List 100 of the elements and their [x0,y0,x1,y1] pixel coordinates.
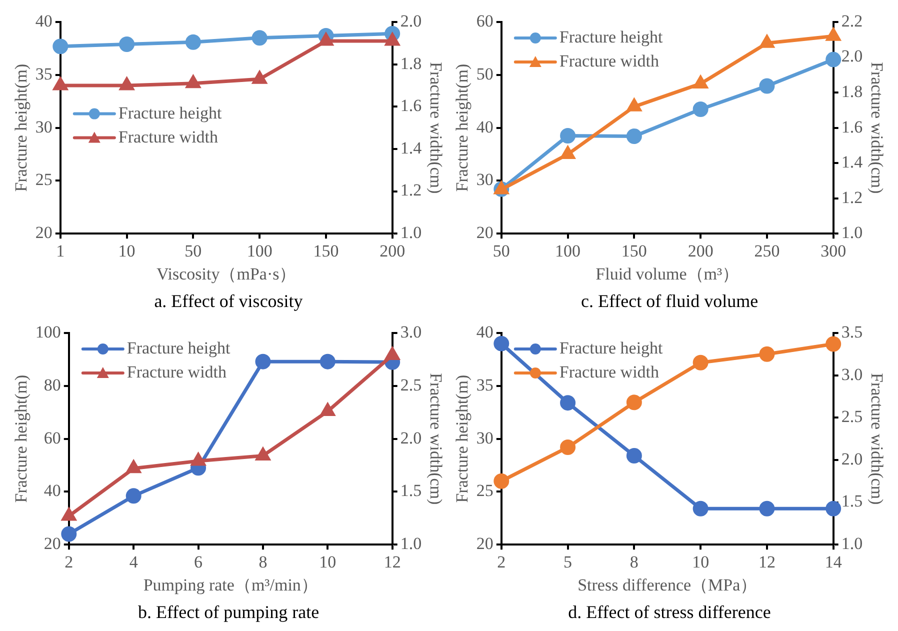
x-tick-label: 10 [319,552,336,572]
point [826,52,842,68]
y-tick-label: 25 [35,170,52,190]
text: d. Effect of stress difference [568,602,771,622]
point [694,76,708,88]
legend-label: Fracture width [559,51,660,70]
legend-label: Fracture width [118,127,219,146]
y-tick-label: 40 [476,117,494,136]
point [494,336,510,352]
x-tick-label: 8 [630,552,638,572]
y2-tick-label: 2.0 [841,449,863,468]
x-axis-title: Stress difference（MPa） [578,576,758,595]
x-tick-label: 2 [64,552,74,572]
x-axis-title: Viscosity（mPa·s） [156,264,296,284]
x-tick-label: 200 [380,241,406,260]
y-tick-label: 100 [35,322,61,342]
legend-label: Fracture width [559,362,660,382]
y-tick-label: 40 [476,322,494,342]
point [52,38,68,54]
point [759,346,775,362]
y2-axis-title: Fracture width(cm) [867,62,886,194]
point [692,354,708,370]
point [385,33,400,46]
point [256,448,270,460]
y2-axis-title: Fracture width(cm) [426,372,446,505]
point [255,354,271,370]
point [61,526,77,542]
x-tick-label: 12 [758,552,776,572]
point [759,500,775,516]
x-axis-title: Pumping rate（m³/min） [143,576,318,595]
y2-tick-label: 1.6 [841,117,863,136]
point [186,76,200,88]
y-tick-label: 20 [44,534,61,554]
x-tick-label: 250 [754,241,780,260]
point [53,78,68,90]
point [826,500,842,516]
y-tick-label: 50 [476,64,494,84]
y2-tick-label: 2.5 [841,407,863,426]
y2-tick-label: 1.0 [400,223,422,242]
y2-tick-label: 1.2 [400,180,422,200]
legend-label: Fracture width [126,362,228,382]
point [692,102,708,118]
x-tick-label: 100 [555,241,581,260]
y-tick-label: 20 [35,223,52,242]
y2-tick-label: 3.5 [841,322,863,342]
point [692,500,708,516]
y-tick-label: 25 [476,481,494,500]
point [126,488,142,504]
x-tick-label: 100 [246,241,272,260]
y2-tick-label: 1.5 [841,492,863,511]
y-tick-label: 80 [44,375,61,394]
y2-axis-title: Fracture width(cm) [426,62,446,194]
point [626,448,642,464]
y2-tick-label: 1.0 [841,534,863,554]
y-tick-label: 60 [476,11,494,30]
point [626,128,642,144]
y-tick-label: 20 [476,223,494,242]
point [560,395,576,411]
y2-tick-label: 1.4 [841,152,864,172]
y-axis-title: Fracture height(m) [12,64,31,192]
y-tick-label: 30 [35,117,52,136]
x-tick-label: 150 [313,241,339,260]
x-tick-label: 1 [56,241,65,260]
y2-tick-label: 1.5 [400,481,422,500]
x-tick-label: 8 [258,552,268,572]
x-tick-label: 10 [118,241,136,260]
x-tick-label: 200 [688,241,714,260]
x-tick-label: 6 [194,552,203,572]
y2-tick-label: 1.2 [841,188,863,207]
y2-tick-label: 1.6 [400,96,422,116]
y2-tick-label: 2.0 [400,428,422,448]
y-axis-title: Fracture height(m) [12,374,31,503]
point [320,404,335,416]
point [760,35,774,48]
point [252,30,268,46]
point [626,394,642,410]
legend-label: Fracture height [118,103,222,122]
point [494,473,510,489]
point [320,354,336,370]
point [560,440,576,456]
y2-tick-label: 1.0 [841,223,863,242]
point [319,33,333,46]
y-tick-label: 35 [35,64,52,84]
text: a. Effect of viscosity [154,290,303,311]
x-tick-label: 10 [692,552,710,572]
y2-tick-label: 2.0 [841,46,863,66]
point [627,98,642,112]
legend-label: Fracture height [126,338,231,358]
x-tick-label: 50 [492,241,510,260]
y2-tick-label: 1.8 [400,54,422,73]
y2-tick-label: 2.2 [841,11,863,30]
x-tick-label: 4 [129,552,138,572]
point [560,146,575,159]
x-tick-label: 12 [384,552,401,572]
x-tick-label: 2 [497,552,506,572]
y2-axis-title: Fracture width(cm) [867,372,886,505]
y-tick-label: 30 [476,428,494,448]
x-axis-title: Fluid volume（m³） [596,264,740,284]
point [120,78,134,90]
x-tick-label: 300 [820,241,846,260]
